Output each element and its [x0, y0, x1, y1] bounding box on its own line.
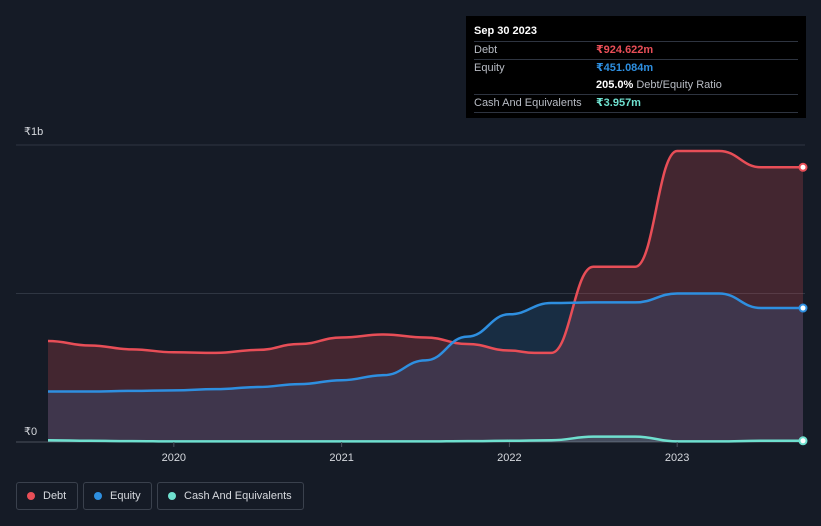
debt-area	[48, 150, 803, 442]
x-tick-label: 2023	[665, 452, 689, 464]
tooltip-ratio-label: Debt/Equity Ratio	[636, 79, 722, 91]
tooltip-equity-value: ₹451.084m	[596, 62, 654, 74]
series-areas	[48, 150, 803, 442]
legend-item-cash[interactable]: Cash And Equivalents	[157, 482, 304, 510]
tooltip-debt-value: ₹924.622m	[596, 44, 654, 56]
legend-debt-label: Debt	[43, 490, 67, 502]
cash-area	[48, 436, 803, 442]
legend-equity-label: Equity	[110, 490, 141, 502]
y-tick-label-zero: ₹0	[24, 426, 37, 438]
tooltip-row-debt: Debt ₹924.622m	[474, 41, 798, 59]
legend-item-debt[interactable]: Debt	[16, 482, 78, 510]
debt-end-point[interactable]	[798, 162, 808, 172]
debt-line	[47, 149, 804, 355]
debt-dot-icon	[27, 492, 35, 500]
x-tick-label: 2021	[329, 452, 353, 464]
legend-item-equity[interactable]: Equity	[83, 482, 152, 510]
x-tick-label: 2022	[497, 452, 521, 464]
tooltip-equity-label: Equity	[474, 62, 505, 74]
tooltip-cash-label: Cash And Equivalents	[474, 97, 582, 109]
x-axis-ticks: 2020 2021 2022 2023	[162, 442, 689, 464]
equity-dot-icon	[94, 492, 102, 500]
x-tick-label: 2020	[162, 452, 186, 464]
series-lines	[47, 149, 804, 443]
tooltip-row-equity: Equity ₹451.084m	[474, 59, 798, 77]
tooltip-cash-value: ₹3.957m	[596, 97, 641, 109]
tooltip-ratio-value: 205.0%	[596, 79, 634, 91]
equity-line	[48, 292, 803, 393]
equity-area	[48, 293, 803, 442]
equity-end-point[interactable]	[798, 303, 808, 313]
y-tick-label-max: ₹1b	[24, 126, 43, 138]
series-end-markers	[798, 162, 808, 446]
cash-line	[47, 435, 803, 443]
cash-end-point[interactable]	[798, 436, 808, 446]
tooltip-debt-label: Debt	[474, 44, 498, 56]
tooltip-row-cash: Cash And Equivalents ₹3.957m	[474, 94, 798, 113]
cash-dot-icon	[168, 492, 176, 500]
legend-cash-label: Cash And Equivalents	[184, 490, 292, 502]
tooltip-date: Sep 30 2023	[474, 25, 537, 37]
tooltip-panel: Sep 30 2023 Debt ₹924.622m Equity ₹451.0…	[466, 16, 806, 118]
tooltip-row-ratio: 205.0% Debt/Equity Ratio	[474, 77, 798, 94]
